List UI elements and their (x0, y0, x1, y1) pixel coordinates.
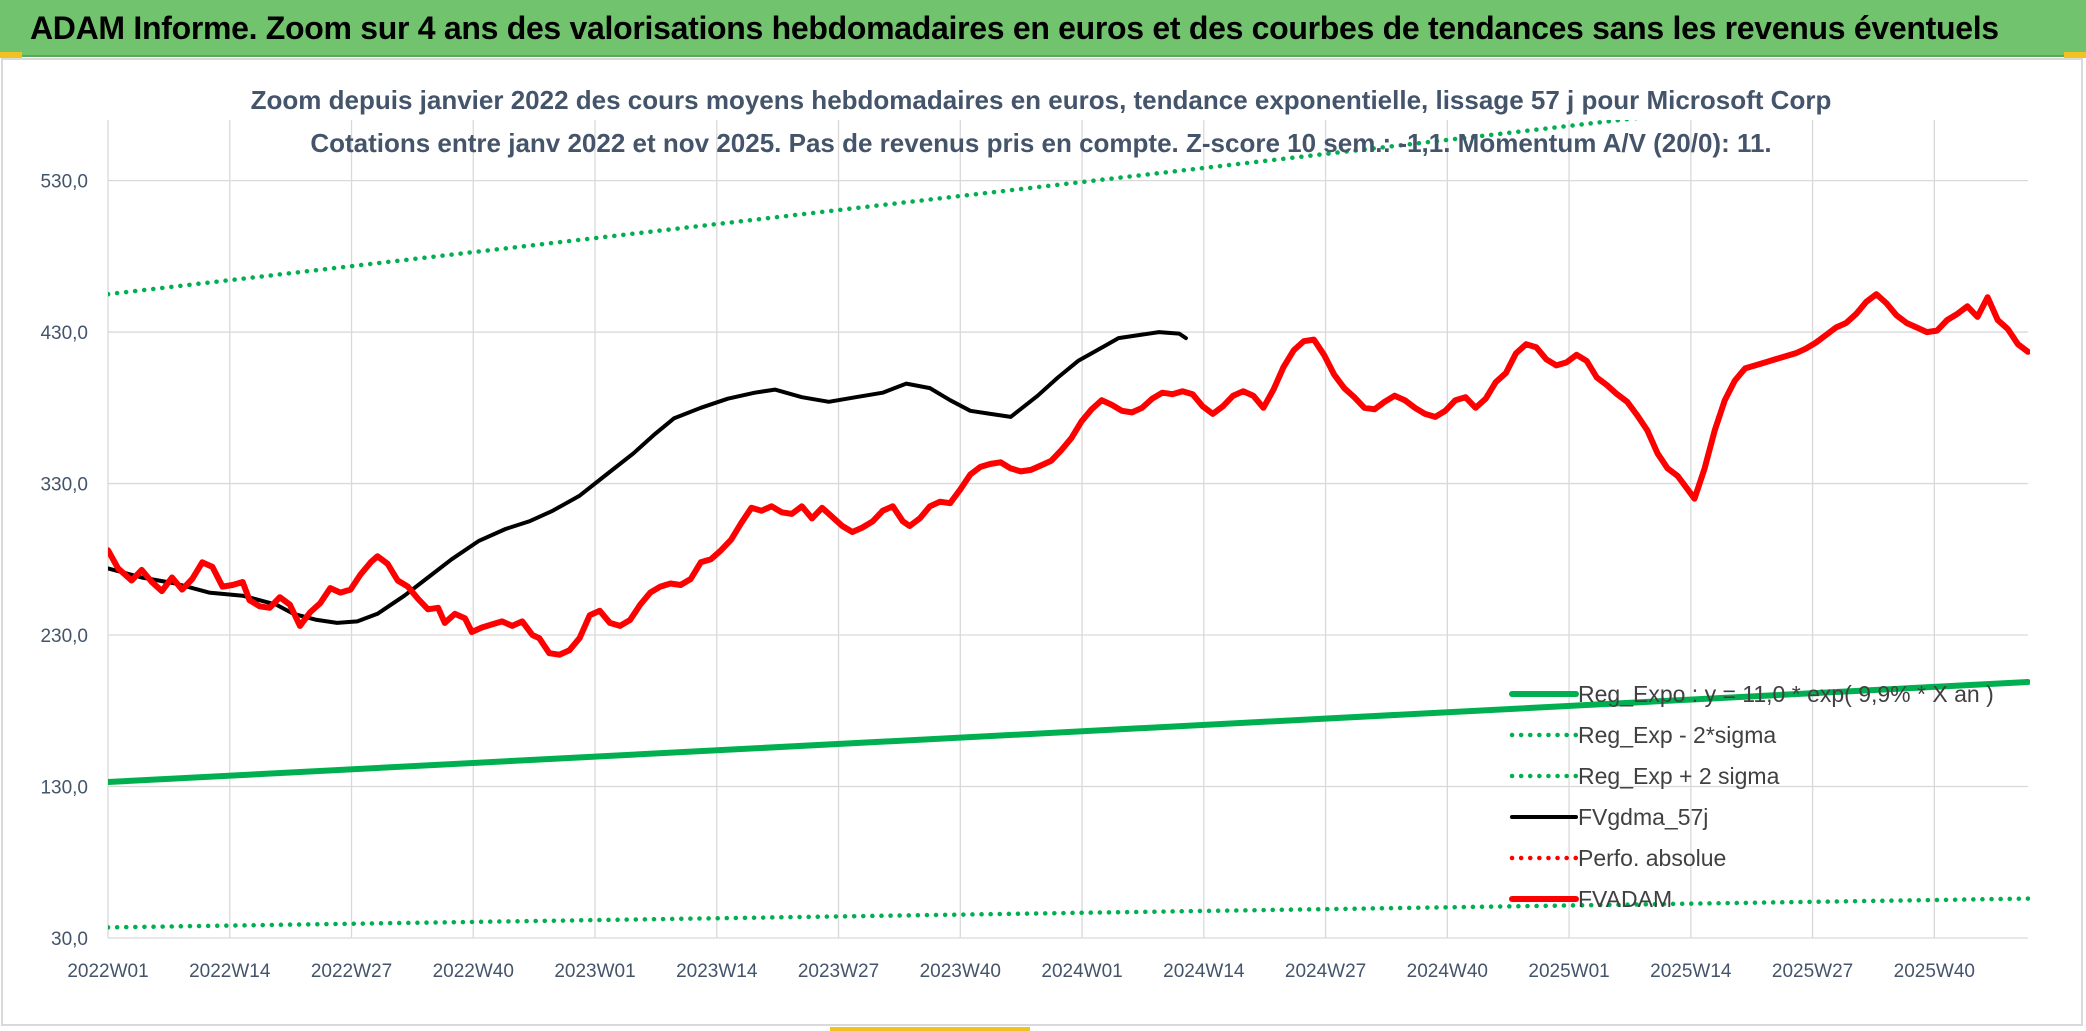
series-line-0 (108, 679, 2030, 785)
series-line-5 (108, 291, 2030, 658)
series-line-1 (108, 896, 2030, 930)
x-tick-label: 2022W14 (189, 961, 271, 982)
banner-accent-left (0, 52, 22, 58)
chart-title: Zoom depuis janvier 2022 des cours moyen… (251, 85, 1832, 115)
x-tick-label: 2022W27 (311, 961, 392, 982)
x-tick-label: 2025W01 (1528, 961, 1609, 982)
chart-grid (107, 120, 2028, 939)
x-tick-label: 2025W27 (1772, 961, 1853, 982)
x-axis-ticks: 2022W01 2022W14 2022W27 2022W40 2023W01 2023W… (67, 961, 1975, 982)
x-tick-label: 2022W01 (67, 961, 148, 982)
x-tick-label: 2024W27 (1285, 961, 1366, 982)
x-tick-label: 2023W01 (554, 961, 635, 982)
x-tick-label: 2024W14 (1163, 961, 1245, 982)
y-tick-label: 430,0 (40, 323, 88, 344)
x-tick-label: 2024W01 (1041, 961, 1122, 982)
report-title: ADAM Informe. Zoom sur 4 ans des valoris… (30, 10, 1999, 46)
chart-series (108, 120, 2030, 930)
legend-label: FVADAM (1578, 886, 1672, 912)
bottom-accent (830, 1027, 1030, 1031)
x-tick-label: 2023W40 (920, 961, 1001, 982)
series-line-3 (108, 330, 1188, 625)
title-banner: ADAM Informe. Zoom sur 4 ans des valoris… (0, 0, 2086, 57)
x-tick-label: 2025W14 (1650, 961, 1732, 982)
banner-accent-right (2064, 52, 2086, 58)
y-tick-label: 130,0 (40, 778, 88, 799)
x-tick-label: 2022W40 (433, 961, 514, 982)
legend-label: Reg_Expo : y = 11,0 * exp( 9,9% * X an ) (1578, 681, 1994, 707)
chart-legend: Reg_Expo : y = 11,0 * exp( 9,9% * X an )… (1509, 681, 1994, 912)
legend-label: Reg_Exp + 2 sigma (1578, 763, 1780, 789)
legend-label: FVgdma_57j (1578, 804, 1708, 830)
chart-subtitle: Cotations entre janv 2022 et nov 2025. P… (310, 128, 1771, 158)
x-tick-label: 2023W14 (676, 961, 758, 982)
x-tick-label: 2024W40 (1407, 961, 1488, 982)
legend-label: Perfo. absolue (1578, 845, 1726, 871)
series-line-2 (108, 120, 1640, 297)
y-tick-label: 230,0 (40, 626, 88, 647)
legend-label: Reg_Exp - 2*sigma (1578, 722, 1776, 748)
chart-frame (1, 58, 2083, 1026)
x-tick-label: 2025W40 (1894, 961, 1975, 982)
y-tick-label: 330,0 (40, 475, 88, 496)
y-tick-label: 530,0 (40, 172, 88, 193)
y-tick-label: 30,0 (51, 929, 88, 950)
x-tick-label: 2023W27 (798, 961, 879, 982)
y-axis-ticks: 30,0 130,0 230,0 330,0 430,0 530,0 (40, 172, 88, 950)
